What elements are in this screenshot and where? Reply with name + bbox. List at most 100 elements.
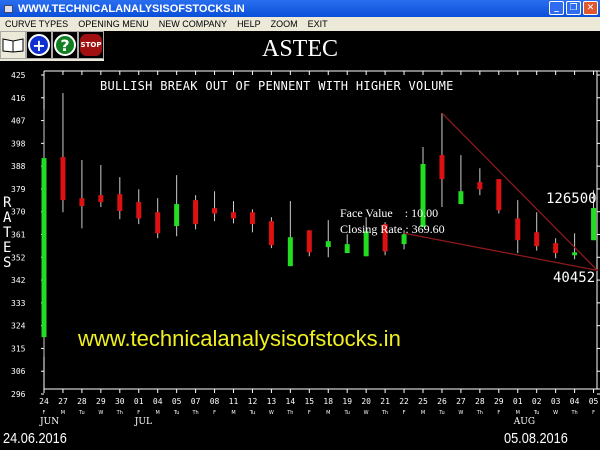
candle-up — [572, 252, 578, 256]
candle-down — [79, 198, 85, 207]
x-day-label: 20 — [361, 397, 371, 406]
x-weekday-label: Th — [191, 410, 198, 416]
x-day-label: 05 — [172, 397, 182, 406]
y-tick-label: 296 — [11, 390, 26, 399]
menu-curve-types[interactable]: CURVE TYPES — [5, 19, 69, 29]
x-day-label: 26 — [437, 397, 447, 406]
candle-down — [496, 179, 502, 211]
pennant-trendline — [441, 112, 598, 271]
stop-button[interactable]: STOP — [78, 31, 104, 59]
x-day-label: 22 — [399, 397, 409, 406]
candle-down — [98, 195, 104, 203]
candle-up — [591, 208, 597, 241]
candle-down — [231, 212, 236, 219]
menu-zoom[interactable]: ZOOM — [270, 19, 298, 29]
y-axis-label: RATES — [3, 195, 12, 271]
menu-help[interactable]: HELP — [237, 19, 261, 29]
x-weekday-label: Th — [476, 410, 483, 416]
y-tick-label: 370 — [11, 208, 26, 217]
y-tick-label: 306 — [11, 367, 26, 376]
candle-down — [553, 243, 559, 254]
x-day-label: 21 — [380, 397, 390, 406]
y-tick-label: 407 — [11, 117, 26, 126]
x-weekday-label: Tu — [78, 410, 84, 416]
x-weekday-label: W — [553, 410, 558, 416]
x-day-label: 07 — [191, 397, 201, 406]
x-weekday-label: F — [213, 410, 216, 416]
volume-low: 40452 — [553, 270, 596, 286]
x-weekday-label: M — [61, 410, 65, 416]
y-tick-label: 379 — [11, 185, 26, 194]
candle-down — [268, 221, 274, 246]
y-tick-label: 388 — [11, 162, 26, 171]
candle-up — [174, 204, 180, 227]
menu-exit[interactable]: EXIT — [307, 19, 328, 29]
x-day-label: 12 — [248, 397, 258, 406]
minimize-button[interactable]: _ — [549, 1, 564, 15]
y-tick-label: 324 — [11, 322, 26, 331]
x-day-label: 19 — [342, 397, 352, 406]
x-day-label: 27 — [58, 397, 68, 406]
candle-up — [325, 241, 331, 248]
candle-down — [117, 194, 123, 212]
x-weekday-label: W — [364, 410, 369, 416]
volume-high: 126500 — [546, 191, 597, 207]
x-weekday-label: Tu — [343, 410, 349, 416]
candle-up — [458, 191, 464, 205]
candle-down — [382, 224, 388, 252]
x-weekday-label: W — [458, 410, 463, 416]
candle-up — [344, 244, 350, 254]
candle-down — [534, 232, 540, 247]
y-tick-label: 361 — [11, 231, 26, 240]
x-weekday-label: F — [403, 410, 406, 416]
candle-down — [477, 182, 483, 190]
company-name: ASTEC — [261, 36, 338, 62]
candle-up — [363, 231, 369, 257]
y-tick-label: 342 — [11, 276, 26, 285]
app-icon — [4, 4, 13, 13]
candle-down — [439, 155, 445, 180]
x-day-label: 25 — [418, 397, 428, 406]
candle-down — [212, 208, 218, 214]
candle-up — [401, 234, 407, 245]
title-bar: WWW.TECHNICALANALYSISOFSTOCKS.IN _ ❐ ✕ — [0, 0, 600, 17]
add-button[interactable]: + — [26, 31, 52, 59]
x-weekday-label: M — [421, 410, 425, 416]
close-button[interactable]: ✕ — [583, 1, 598, 15]
book-button[interactable] — [0, 31, 26, 59]
candle-up — [41, 158, 47, 338]
x-day-label: 02 — [532, 397, 542, 406]
x-day-label: 28 — [475, 397, 485, 406]
candle-down — [193, 200, 199, 225]
x-weekday-label: Th — [116, 410, 123, 416]
x-day-label: 27 — [456, 397, 466, 406]
x-day-label: 01 — [513, 397, 523, 406]
y-tick-label: 425 — [11, 71, 26, 80]
candle-down — [136, 202, 142, 219]
face-value: Face Value : 10.00 — [340, 206, 439, 220]
x-day-label: 08 — [210, 397, 220, 406]
x-day-label: 01 — [134, 397, 144, 406]
x-day-label: 30 — [115, 397, 125, 406]
plus-icon: + — [28, 34, 50, 56]
x-weekday-label: M — [516, 410, 520, 416]
candle-down — [155, 212, 161, 234]
x-weekday-label: F — [592, 410, 595, 416]
x-day-label: 04 — [570, 397, 580, 406]
pattern-note: BULLISH BREAK OUT OF PENNENT WITH HIGHER… — [100, 79, 454, 93]
x-day-label: 04 — [153, 397, 163, 406]
x-weekday-label: Th — [570, 410, 577, 416]
x-weekday-label: W — [269, 410, 274, 416]
help-button[interactable]: ? — [52, 31, 78, 59]
x-day-label: 24 — [39, 397, 49, 406]
y-tick-label: 416 — [11, 94, 26, 103]
restore-button[interactable]: ❐ — [566, 1, 581, 15]
menu-bar: CURVE TYPES OPENING MENU NEW COMPANY HEL… — [0, 17, 600, 31]
x-day-label: 29 — [494, 397, 504, 406]
menu-opening-menu[interactable]: OPENING MENU — [78, 19, 149, 29]
start-date: 24.06.2016 — [3, 430, 67, 447]
menu-new-company[interactable]: NEW COMPANY — [158, 19, 228, 29]
window-title: WWW.TECHNICALANALYSISOFSTOCKS.IN — [18, 2, 245, 15]
x-day-label: 28 — [77, 397, 87, 406]
